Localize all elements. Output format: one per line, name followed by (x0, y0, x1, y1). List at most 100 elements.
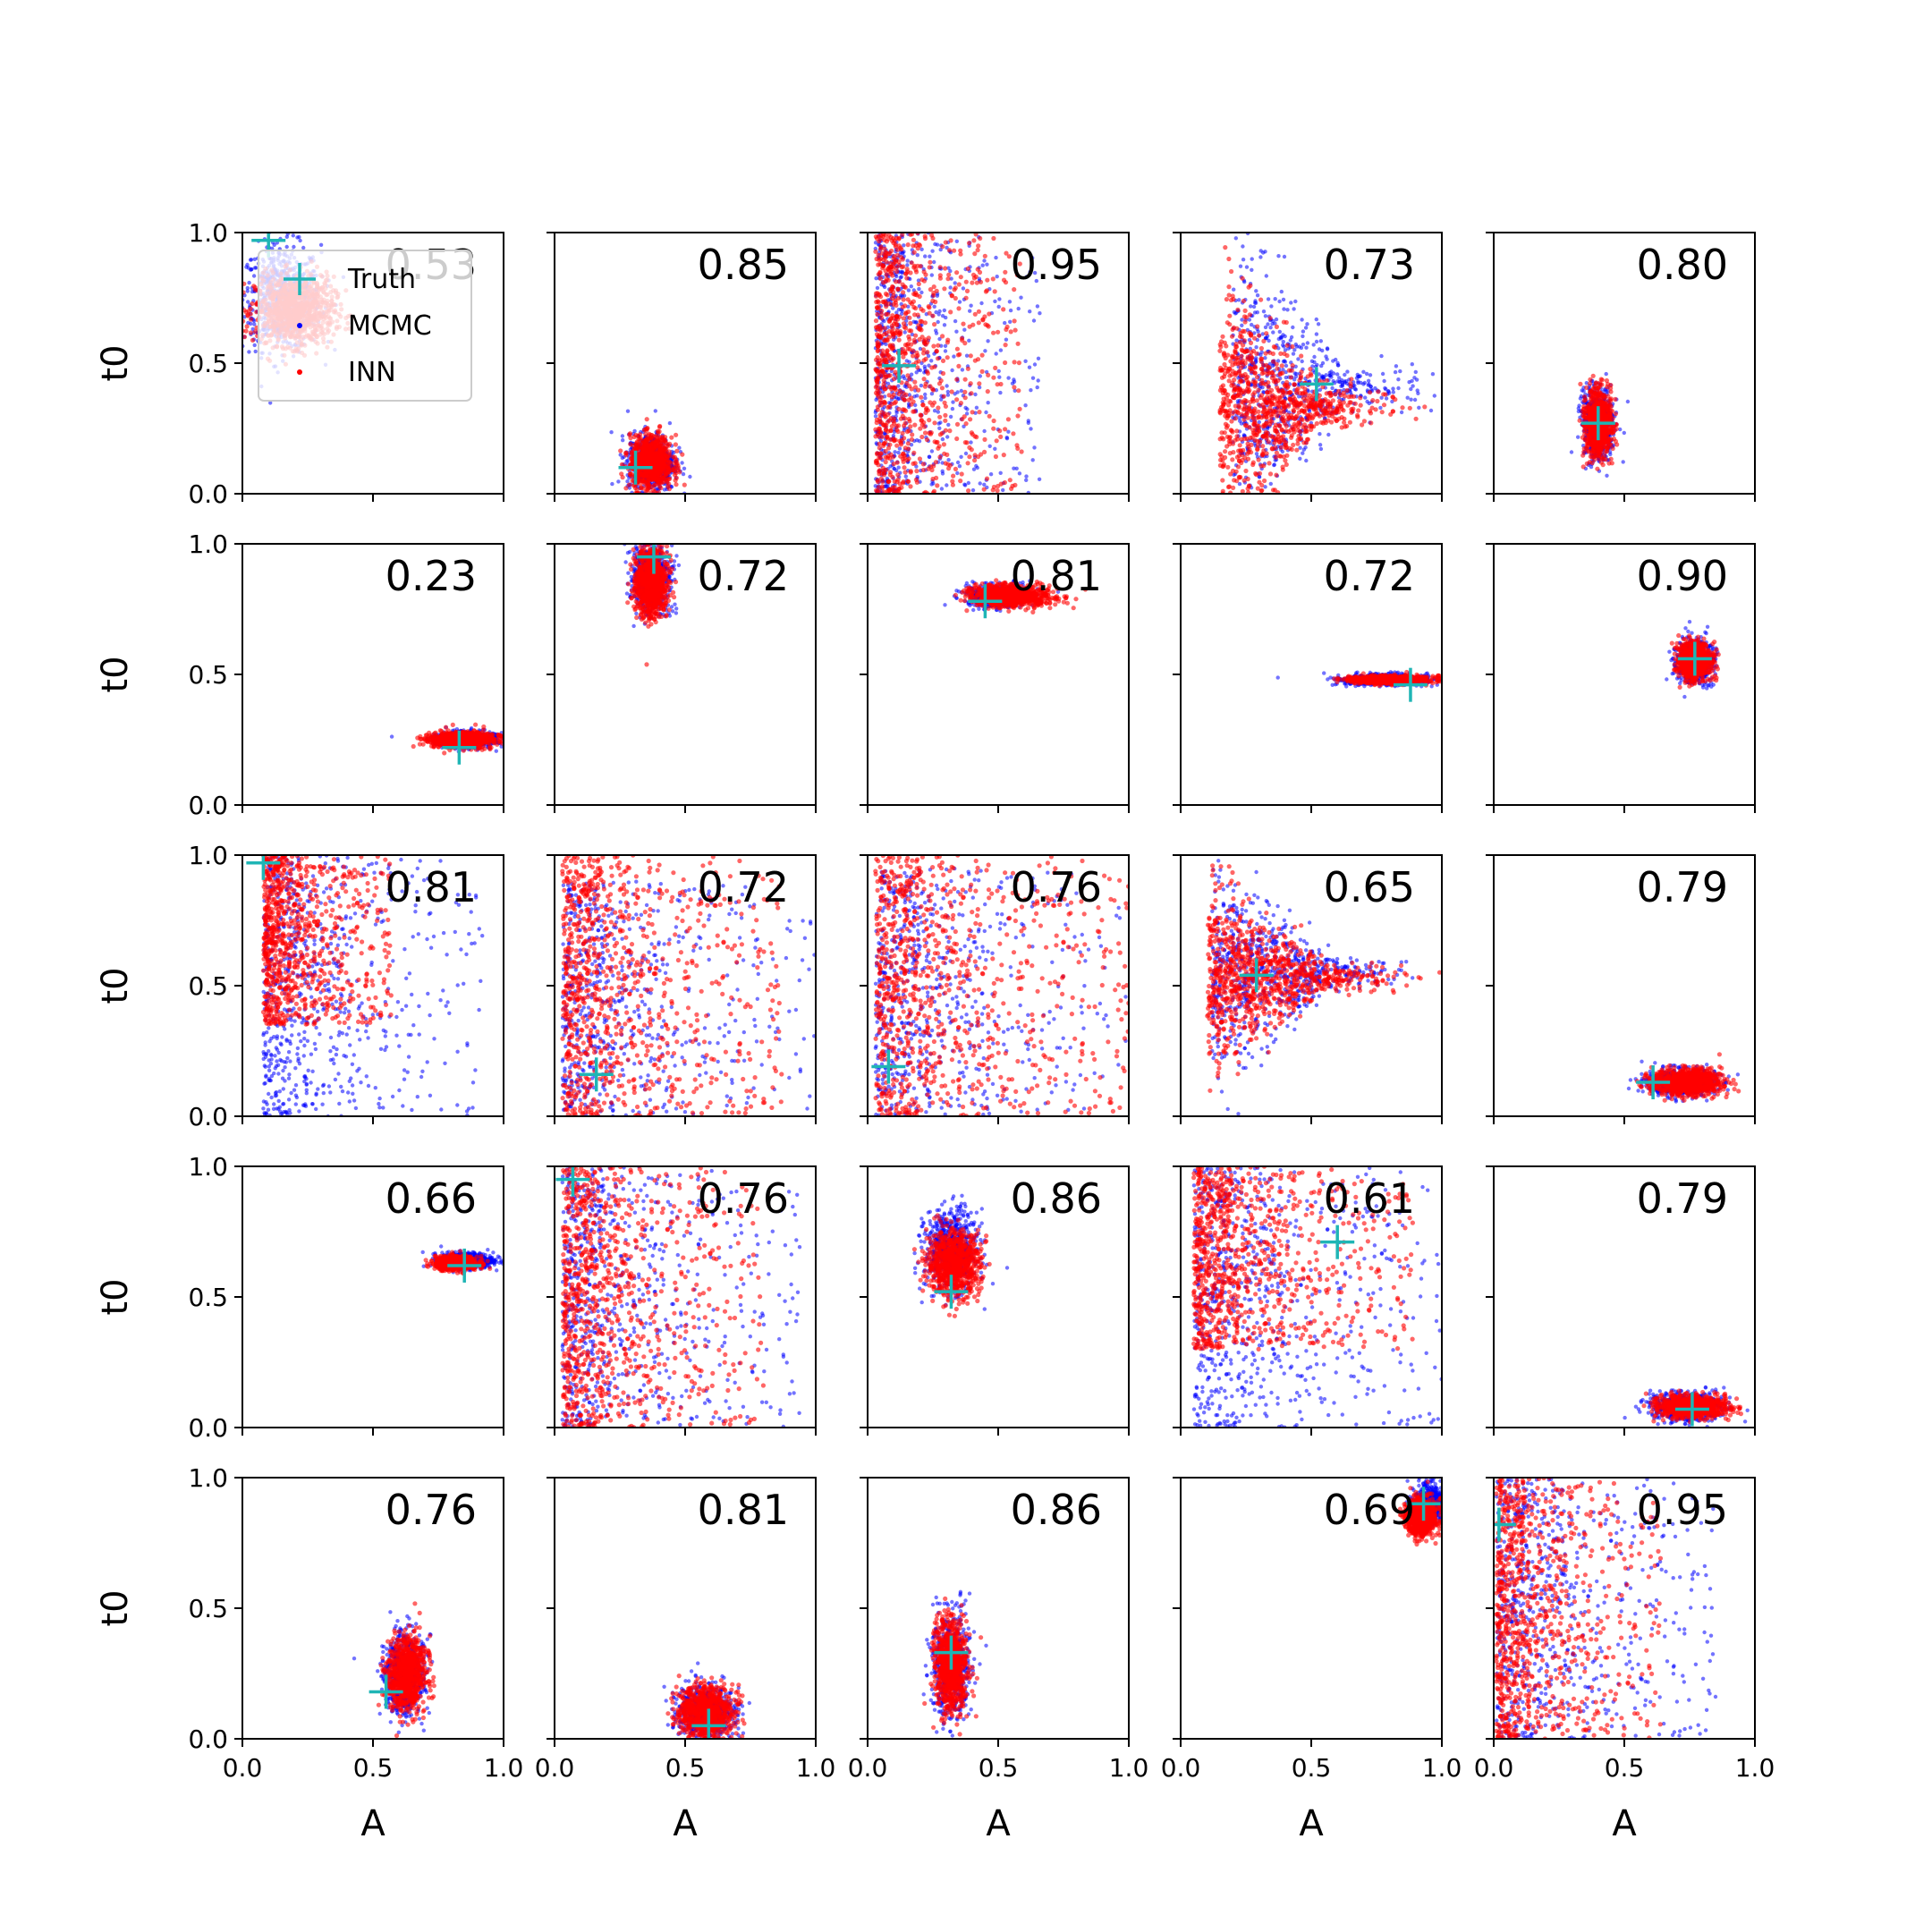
mcmc-point (1028, 270, 1032, 275)
mcmc-point (618, 453, 623, 457)
mcmc-point (297, 234, 301, 240)
mcmc-point (926, 353, 931, 359)
inn-point (884, 311, 889, 317)
inn-point (877, 455, 884, 461)
mcmc-point (1263, 356, 1267, 360)
inn-point (886, 233, 892, 238)
inn-point (631, 434, 637, 440)
inn-point (883, 254, 889, 259)
inn-point (879, 486, 885, 491)
inn-point (972, 358, 978, 363)
inn-point (911, 450, 917, 455)
inn-point (982, 436, 987, 442)
mcmc-point (963, 451, 969, 456)
inn-point (911, 237, 916, 242)
inn-point (881, 280, 886, 285)
mcmc-point (914, 394, 919, 398)
inn-point (881, 377, 886, 383)
inn-point (899, 485, 904, 490)
mcmc-point (937, 309, 942, 314)
points-layer (609, 409, 692, 494)
inn-point (939, 386, 945, 391)
inn-point (958, 479, 963, 484)
inn-point (878, 294, 884, 300)
inn-point (876, 272, 881, 277)
inn-point (972, 457, 978, 463)
inn-point (916, 242, 922, 247)
mcmc-point (942, 323, 947, 327)
inn-point (675, 465, 682, 470)
mcmc-point (936, 410, 941, 414)
inn-point (919, 412, 924, 419)
inn-point (877, 363, 883, 369)
y-tick-label: 0.5 (188, 349, 228, 378)
inn-point (884, 276, 889, 282)
mcmc-point (1036, 356, 1041, 360)
mcmc-point (948, 414, 953, 419)
mcmc-point (682, 466, 687, 470)
inn-point (875, 369, 880, 375)
mcmc-point (953, 318, 958, 324)
inn-point (891, 321, 897, 326)
inn-point (912, 385, 919, 390)
inn-point (639, 462, 644, 467)
inn-point (982, 449, 987, 454)
inn-point (908, 484, 913, 489)
inn-point (657, 461, 663, 466)
score-label: 0.85 (698, 241, 789, 289)
inn-point (883, 448, 888, 454)
inn-point (883, 459, 888, 465)
mcmc-point (955, 390, 960, 394)
inn-point (638, 472, 643, 478)
inn-point (948, 238, 953, 243)
inn-point (629, 455, 634, 461)
inn-point (974, 280, 979, 285)
mcmc-point (946, 458, 951, 462)
inn-point (976, 454, 981, 460)
mcmc-point (969, 303, 973, 308)
inn-point (667, 476, 673, 482)
inn-point (672, 454, 678, 460)
mcmc-point (905, 263, 910, 267)
inn-point (881, 441, 886, 446)
mcmc-point (1029, 427, 1033, 431)
inn-point (916, 281, 921, 287)
inn-point (877, 426, 883, 431)
inn-point (894, 269, 900, 275)
inn-point (931, 463, 936, 469)
inn-point (902, 470, 908, 475)
inn-point (909, 342, 914, 347)
inn-point (243, 328, 249, 334)
inn-point (250, 301, 255, 307)
inn-point (957, 352, 962, 357)
inn-point (891, 345, 896, 351)
mcmc-point (284, 244, 289, 250)
inn-point (666, 452, 673, 457)
mcmc-point (954, 329, 959, 334)
inn-point (922, 430, 928, 436)
mcmc-point (1255, 293, 1260, 298)
inn-point (981, 487, 987, 492)
inn-point (991, 375, 996, 380)
mcmc-point (284, 234, 289, 239)
inn-point (909, 436, 915, 442)
inn-point (893, 399, 899, 404)
inn-point (901, 290, 906, 295)
mcmc-point (298, 238, 302, 243)
inn-point (886, 236, 891, 242)
inn-point (906, 456, 911, 462)
mcmc-point (993, 446, 997, 451)
mcmc-point (978, 374, 983, 378)
mcmc-point (922, 364, 928, 369)
inn-point (901, 321, 907, 326)
inn-point (912, 422, 918, 428)
points-layer (873, 233, 1042, 494)
inn-point (882, 246, 887, 251)
inn-point (880, 373, 886, 378)
inn-point (916, 387, 921, 393)
inn-point (242, 308, 247, 313)
inn-point (891, 462, 896, 467)
inn-point (920, 402, 926, 408)
inn-point (652, 466, 658, 471)
mcmc-point (1311, 343, 1316, 347)
